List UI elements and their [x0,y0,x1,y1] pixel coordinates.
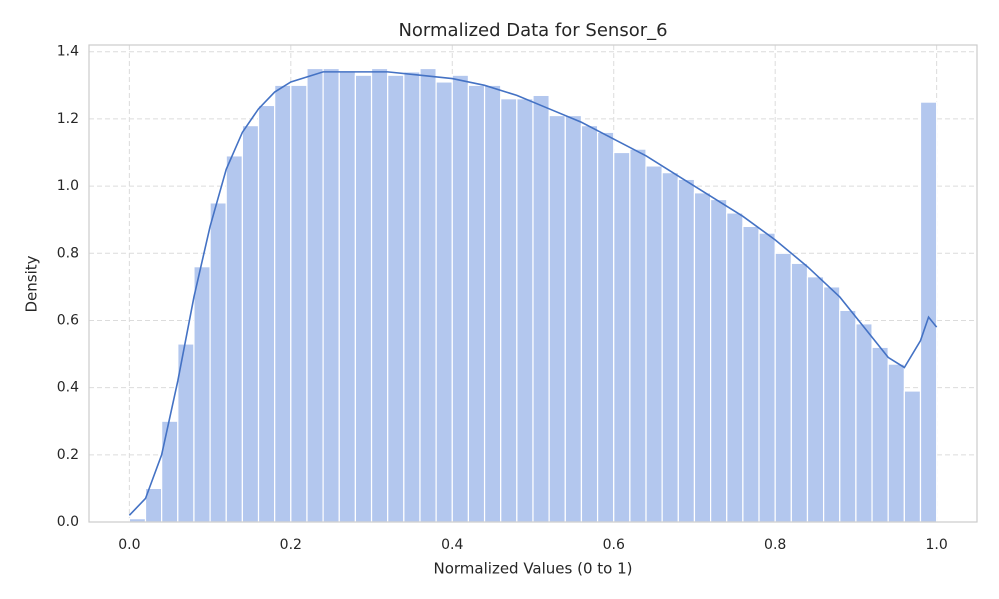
y-tick-label: 0.4 [57,380,79,396]
chart-title: Normalized Data for Sensor_6 [398,20,667,41]
bar [516,98,534,523]
y-tick-label: 0.2 [57,447,79,463]
bar [903,390,922,523]
bar [467,84,486,523]
x-tick-label: 1.0 [926,537,948,553]
bar [387,74,405,523]
bar [855,323,873,523]
bar [790,262,809,523]
bar [774,252,792,523]
bar [871,346,889,523]
bar [435,81,453,523]
bar [370,67,389,523]
bar [161,420,179,523]
y-axis-label: Density [23,255,41,312]
bar [726,212,744,523]
bar [290,84,308,523]
bar [500,98,518,523]
bar [257,104,276,523]
bar [548,114,566,523]
x-tick-label: 0.6 [603,537,625,553]
bar [758,232,776,523]
bar [354,74,373,523]
bar [887,363,905,523]
bar [661,172,679,523]
bar [839,309,857,523]
x-tick-label: 0.0 [118,537,140,553]
x-tick-label: 0.8 [764,537,786,553]
y-tick-label: 0.8 [57,245,79,261]
bar [645,165,663,523]
x-axis-label: Normalized Values (0 to 1) [434,560,633,578]
y-tick-label: 1.2 [57,111,79,127]
bar [483,84,502,523]
bar [193,266,211,523]
bar [403,71,421,523]
bar [613,151,631,523]
bar [596,131,615,523]
bar [823,286,841,523]
bar [225,155,243,523]
y-tick-label: 0.6 [57,312,79,328]
bar [919,101,938,523]
bar [709,198,728,523]
bar [241,125,260,523]
bar [451,74,470,523]
kde-line [128,71,938,516]
bar [209,202,227,523]
bar [806,276,825,523]
y-tick-label: 1.4 [57,44,79,60]
bar [693,192,712,523]
bar [274,84,292,523]
bar [419,67,437,523]
bar [532,94,550,523]
bar [677,178,696,523]
bar [742,225,760,523]
bar [306,67,324,523]
x-tick-label: 0.4 [441,537,463,553]
x-tick-label: 0.2 [280,537,302,553]
bar [564,114,583,523]
bar [322,67,340,523]
bar [580,125,599,523]
bar [338,71,357,523]
bar [629,148,647,523]
y-tick-label: 1.0 [57,178,79,194]
plot-frame [88,44,978,523]
y-tick-label: 0.0 [57,514,79,530]
